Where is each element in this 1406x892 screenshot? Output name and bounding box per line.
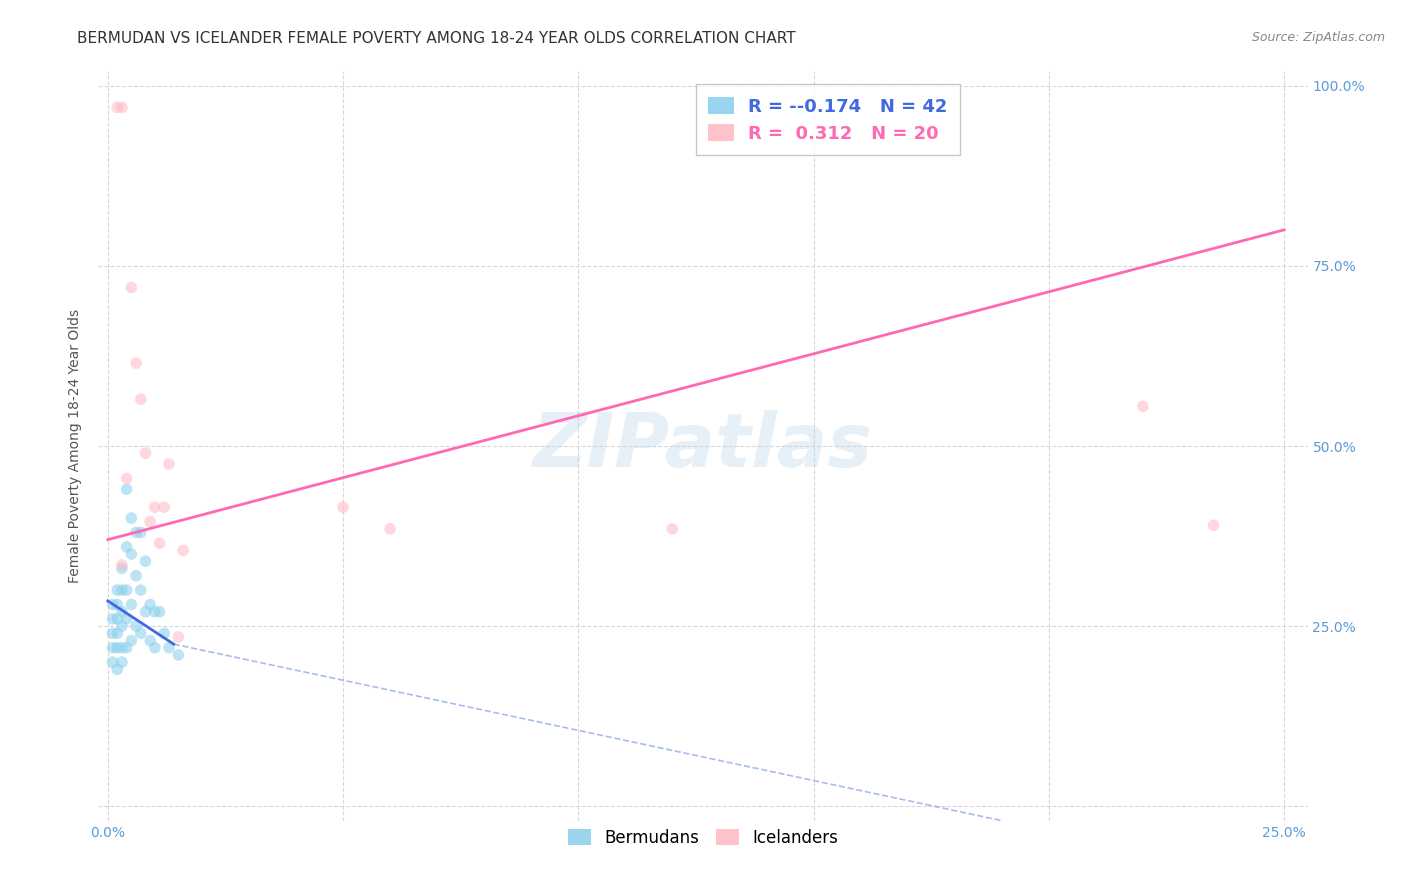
Point: [143, 500, 166, 515]
Point: [167, 630, 190, 644]
Point: [115, 471, 138, 485]
Point: [125, 525, 148, 540]
Point: [125, 356, 148, 370]
Point: [129, 626, 152, 640]
Point: [153, 500, 176, 515]
Point: [111, 605, 134, 619]
Point: [111, 100, 134, 114]
Point: [143, 640, 166, 655]
Point: [111, 561, 134, 575]
Point: [661, 522, 683, 536]
Text: BERMUDAN VS ICELANDER FEMALE POVERTY AMONG 18-24 YEAR OLDS CORRELATION CHART: BERMUDAN VS ICELANDER FEMALE POVERTY AMO…: [77, 31, 796, 46]
Point: [105, 640, 128, 655]
Point: [134, 554, 156, 568]
Point: [125, 619, 148, 633]
Point: [139, 515, 162, 529]
Point: [101, 612, 124, 626]
Point: [167, 648, 190, 662]
Point: [139, 598, 162, 612]
Text: ZIPatlas: ZIPatlas: [533, 409, 873, 483]
Point: [101, 598, 124, 612]
Point: [101, 626, 124, 640]
Point: [111, 558, 134, 572]
Text: Source: ZipAtlas.com: Source: ZipAtlas.com: [1251, 31, 1385, 45]
Point: [134, 446, 156, 460]
Point: [120, 547, 142, 561]
Point: [149, 536, 172, 550]
Point: [111, 619, 134, 633]
Point: [125, 568, 148, 582]
Point: [111, 640, 134, 655]
Point: [105, 598, 128, 612]
Point: [120, 280, 142, 294]
Point: [157, 640, 180, 655]
Point: [105, 100, 128, 114]
Point: [120, 633, 142, 648]
Point: [111, 583, 134, 598]
Point: [149, 605, 172, 619]
Legend: Bermudans, Icelanders: Bermudans, Icelanders: [561, 822, 845, 854]
Point: [115, 612, 138, 626]
Point: [134, 605, 156, 619]
Point: [115, 583, 138, 598]
Point: [101, 655, 124, 669]
Point: [115, 482, 138, 496]
Point: [115, 540, 138, 554]
Point: [153, 626, 176, 640]
Point: [157, 457, 180, 471]
Point: [101, 640, 124, 655]
Point: [143, 605, 166, 619]
Point: [129, 525, 152, 540]
Point: [1132, 400, 1154, 414]
Point: [105, 662, 128, 676]
Point: [105, 583, 128, 598]
Point: [105, 626, 128, 640]
Point: [120, 598, 142, 612]
Point: [139, 633, 162, 648]
Point: [120, 511, 142, 525]
Point: [172, 543, 194, 558]
Point: [129, 583, 152, 598]
Point: [115, 640, 138, 655]
Point: [1202, 518, 1225, 533]
Point: [111, 655, 134, 669]
Y-axis label: Female Poverty Among 18-24 Year Olds: Female Poverty Among 18-24 Year Olds: [69, 309, 83, 583]
Point: [105, 612, 128, 626]
Point: [332, 500, 354, 515]
Point: [378, 522, 401, 536]
Point: [129, 392, 152, 407]
